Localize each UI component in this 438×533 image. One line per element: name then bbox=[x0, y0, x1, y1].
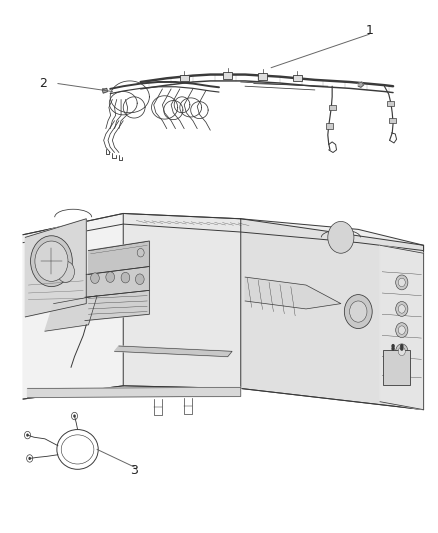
Polygon shape bbox=[102, 88, 108, 93]
Circle shape bbox=[328, 221, 354, 253]
Circle shape bbox=[31, 236, 72, 287]
Circle shape bbox=[350, 301, 367, 322]
Polygon shape bbox=[85, 290, 149, 320]
FancyBboxPatch shape bbox=[383, 350, 410, 385]
Circle shape bbox=[396, 275, 408, 290]
Bar bbox=[389, 118, 396, 123]
Polygon shape bbox=[86, 266, 149, 297]
Polygon shape bbox=[241, 219, 424, 410]
Circle shape bbox=[398, 347, 405, 356]
Circle shape bbox=[26, 433, 29, 437]
Polygon shape bbox=[28, 387, 241, 398]
Circle shape bbox=[396, 344, 408, 359]
Circle shape bbox=[398, 305, 405, 313]
Polygon shape bbox=[123, 214, 241, 389]
Text: 3: 3 bbox=[130, 464, 138, 477]
Circle shape bbox=[400, 344, 403, 348]
Circle shape bbox=[400, 346, 403, 351]
Bar bbox=[223, 72, 232, 79]
Text: 1: 1 bbox=[365, 24, 373, 37]
Circle shape bbox=[28, 457, 31, 460]
Polygon shape bbox=[88, 241, 149, 274]
Circle shape bbox=[91, 273, 99, 284]
Circle shape bbox=[106, 272, 115, 282]
Circle shape bbox=[57, 261, 74, 282]
Polygon shape bbox=[115, 346, 232, 357]
Polygon shape bbox=[245, 277, 341, 309]
Circle shape bbox=[396, 322, 408, 337]
Circle shape bbox=[121, 272, 130, 283]
Circle shape bbox=[396, 302, 408, 317]
Bar bbox=[388, 101, 394, 106]
Bar bbox=[180, 75, 188, 82]
Circle shape bbox=[35, 241, 68, 281]
Polygon shape bbox=[23, 214, 424, 251]
Polygon shape bbox=[358, 82, 364, 87]
Bar bbox=[293, 75, 302, 82]
Circle shape bbox=[391, 346, 395, 351]
Circle shape bbox=[344, 295, 372, 328]
Polygon shape bbox=[25, 219, 86, 317]
Circle shape bbox=[398, 278, 405, 287]
Polygon shape bbox=[380, 245, 424, 410]
Bar bbox=[258, 74, 267, 80]
Circle shape bbox=[135, 274, 144, 285]
Text: 2: 2 bbox=[39, 77, 47, 90]
Circle shape bbox=[398, 326, 405, 334]
Bar bbox=[326, 123, 333, 128]
Circle shape bbox=[391, 344, 395, 348]
Bar bbox=[328, 105, 336, 110]
Polygon shape bbox=[45, 296, 97, 331]
Polygon shape bbox=[23, 214, 123, 399]
Circle shape bbox=[73, 415, 76, 418]
